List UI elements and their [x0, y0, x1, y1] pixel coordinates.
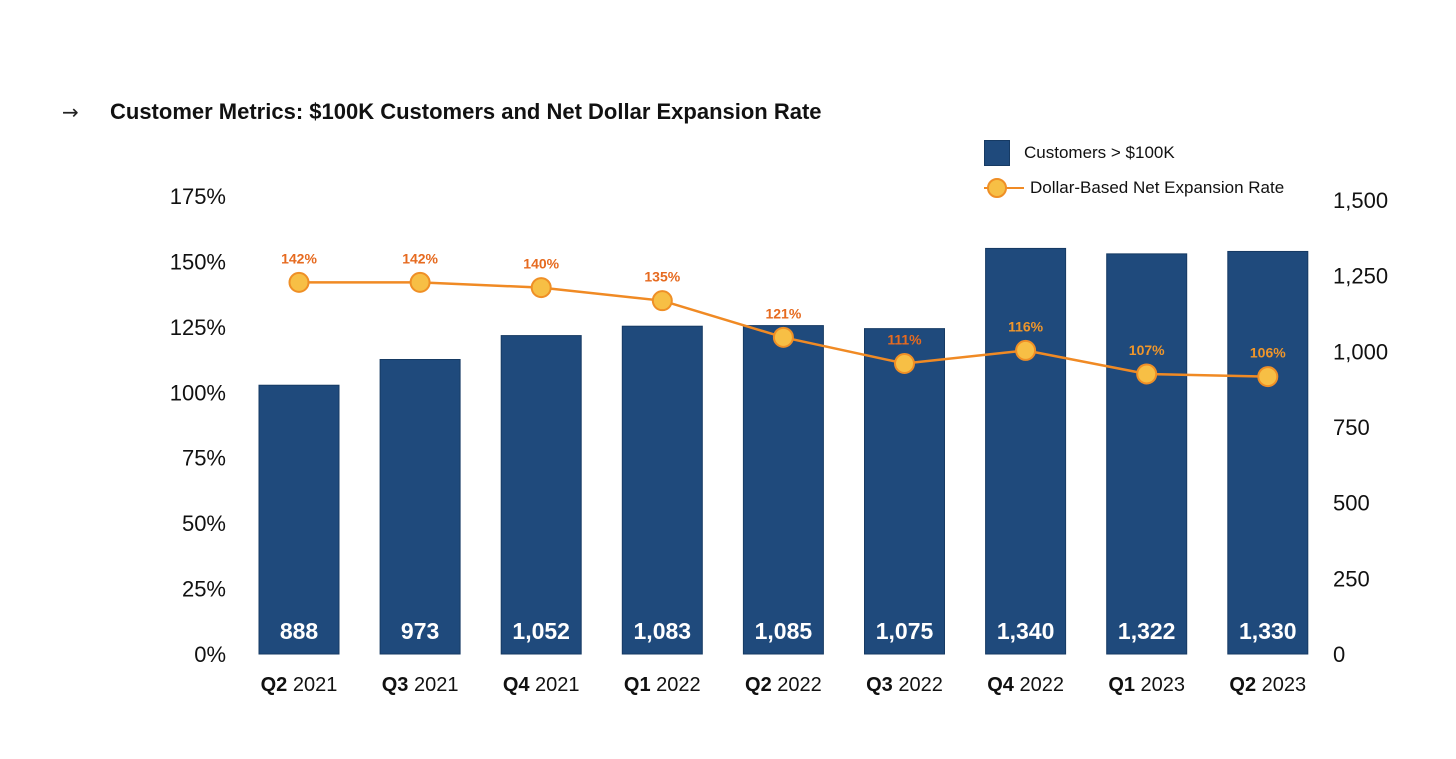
bar — [1106, 253, 1188, 655]
line-series — [288, 271, 1279, 388]
line-point-label: 107% — [1129, 342, 1165, 358]
bar — [258, 384, 340, 655]
line-point-marker — [1257, 366, 1279, 388]
bar-value-label: 1,322 — [1118, 618, 1176, 644]
chart-legend: Customers > $100K Dollar-Based Net Expan… — [984, 140, 1384, 210]
left-axis-tick-label: 0% — [194, 642, 226, 667]
x-axis-tick-label: Q1 2023 — [1108, 674, 1185, 696]
bar — [985, 247, 1067, 655]
right-axis-tick-label: 1,250 — [1333, 264, 1388, 289]
right-axis-tick-label: 1,500 — [1333, 188, 1388, 213]
x-axis-tick-label: Q1 2022 — [624, 674, 701, 696]
bar — [621, 325, 703, 655]
line-point-marker — [530, 277, 552, 299]
x-axis-tick-label: Q4 2022 — [987, 674, 1064, 696]
line-point-marker — [772, 326, 794, 348]
bar-value-label: 1,052 — [512, 618, 570, 644]
left-axis-tick-label: 100% — [170, 380, 226, 405]
right-axis-tick-label: 0 — [1333, 642, 1345, 667]
line-point-label: 111% — [887, 331, 922, 347]
bar-value-label: 1,083 — [634, 618, 692, 644]
line-point-marker — [651, 290, 673, 312]
bar — [1227, 250, 1309, 655]
x-axis: Q2 2021 Q3 2021 Q4 2021 Q1 2022 Q2 2022 Q3 20… — [261, 674, 1307, 696]
x-axis-tick-label: Q2 2023 — [1229, 674, 1306, 696]
bar-value-label: 1,340 — [997, 618, 1055, 644]
line-point-marker — [1015, 339, 1037, 361]
right-axis-tick-label: 750 — [1333, 415, 1370, 440]
line-point-label: 142% — [281, 250, 317, 266]
bar-value-label: 973 — [401, 618, 439, 644]
left-axis-tick-label: 150% — [170, 249, 226, 274]
legend-bar-swatch — [984, 140, 1010, 166]
right-axis-tick-label: 500 — [1333, 491, 1370, 516]
line-point-label: 116% — [1008, 318, 1044, 334]
x-axis-tick-label: Q3 2021 — [382, 674, 459, 696]
x-axis-tick-label: Q3 2022 — [866, 674, 943, 696]
arrow-right-icon: → — [62, 100, 79, 124]
line-point-marker — [288, 271, 310, 293]
line-value-labels: 142% 142% 140% 135% 121% 111% 116% 107% 106% — [281, 250, 1286, 360]
right-axis-tick-label: 1,000 — [1333, 339, 1388, 364]
bar — [379, 359, 461, 655]
left-axis: 0% 25% 50% 75% 100% 125% 150% 175% — [170, 184, 226, 667]
right-axis: 0 250 500 750 1,000 1,250 1,500 — [1333, 188, 1388, 667]
legend-label-expansion-rate: Dollar-Based Net Expansion Rate — [1030, 178, 1285, 197]
left-axis-tick-label: 50% — [182, 511, 226, 536]
line-point-label: 140% — [523, 256, 559, 272]
chart-header: → Customer Metrics: $100K Customers and … — [62, 96, 822, 128]
legend-line-swatch — [984, 175, 1024, 201]
bar-value-label: 1,075 — [876, 618, 934, 644]
bar-series — [258, 247, 1309, 655]
x-axis-tick-label: Q2 2022 — [745, 674, 822, 696]
bar-value-label: 1,085 — [755, 618, 813, 644]
legend-item-customers: Customers > $100K — [984, 140, 1384, 166]
line-point-label: 142% — [402, 250, 438, 266]
legend-item-expansion-rate: Dollar-Based Net Expansion Rate — [984, 175, 1384, 201]
line-point-label: 135% — [644, 269, 680, 285]
line-point-label: 106% — [1250, 345, 1286, 361]
line-point-marker — [409, 271, 431, 293]
line-point-marker — [894, 352, 915, 374]
x-axis-tick-label: Q2 2021 — [261, 674, 338, 696]
bar-value-label: 888 — [280, 618, 319, 644]
legend-label-customers: Customers > $100K — [1024, 143, 1175, 162]
bar — [742, 325, 824, 655]
line-point-marker — [1136, 363, 1158, 385]
bar — [864, 328, 945, 655]
left-axis-tick-label: 75% — [182, 446, 226, 471]
left-axis-tick-label: 175% — [170, 184, 226, 209]
left-axis-tick-label: 125% — [170, 315, 226, 340]
x-axis-tick-label: Q4 2021 — [503, 674, 580, 696]
bar-value-labels: 888 973 1,052 1,083 1,085 1,075 1,340 1,322 1,33… — [280, 618, 1297, 644]
left-axis-tick-label: 25% — [182, 577, 226, 602]
chart-title: Customer Metrics: $100K Customers and Ne… — [110, 99, 822, 124]
bar — [500, 335, 582, 655]
line-point-label: 121% — [765, 305, 801, 321]
right-axis-tick-label: 250 — [1333, 566, 1370, 591]
bar-value-label: 1,330 — [1239, 618, 1297, 644]
